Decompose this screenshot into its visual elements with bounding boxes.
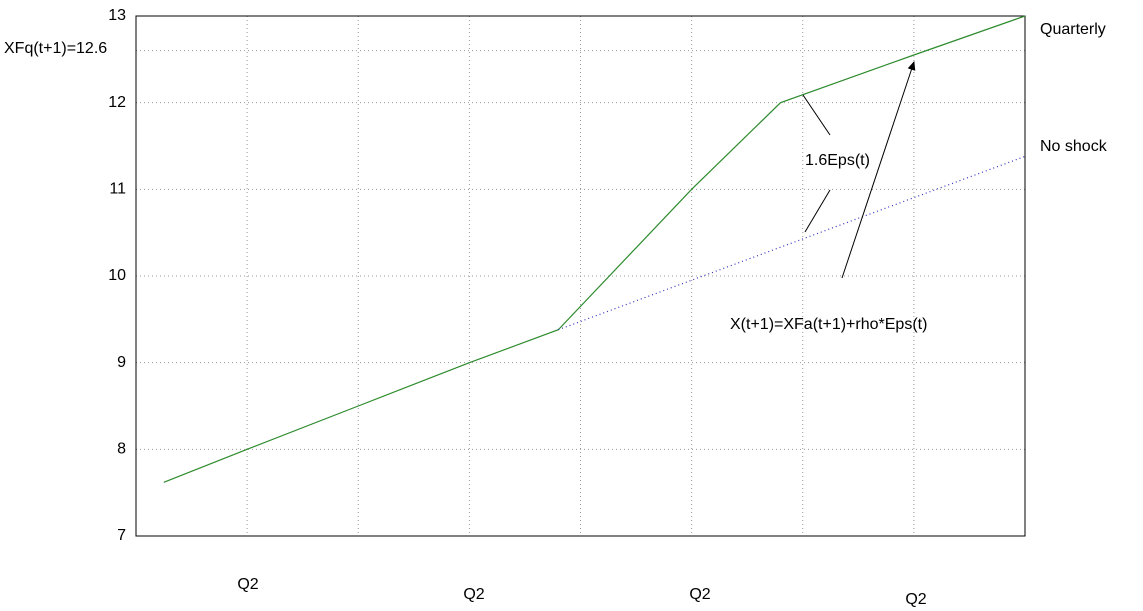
y-tick-label: 13 xyxy=(108,7,126,24)
y-tick-label: 7 xyxy=(117,527,126,544)
y-tick-label: 12 xyxy=(108,94,126,111)
legend-label: No shock xyxy=(1040,138,1108,155)
legend-label: Quarterly xyxy=(1040,21,1106,38)
period-label: Q2 xyxy=(463,586,484,603)
period-label: Q2 xyxy=(689,586,710,603)
y-tick-label: 11 xyxy=(109,181,126,198)
period-label: Q2 xyxy=(237,576,258,593)
annotation: X(t+1)=XFa(t+1)+rho*Eps(t) xyxy=(730,316,927,333)
y-tick-label: 8 xyxy=(117,441,126,458)
series-line xyxy=(558,155,1026,331)
y-tick-label: 10 xyxy=(108,267,126,284)
period-label: Q2 xyxy=(905,591,926,608)
annotation: 1.6Eps(t) xyxy=(805,152,870,169)
y-tick-label: 9 xyxy=(117,354,126,371)
series-line xyxy=(163,15,1026,483)
annotation-arrow xyxy=(841,61,916,279)
annotation-line xyxy=(802,94,831,136)
reference-label: XFq(t+1)=12.6 xyxy=(4,40,107,57)
annotation-line xyxy=(804,189,831,233)
plot-frame xyxy=(135,15,1026,537)
